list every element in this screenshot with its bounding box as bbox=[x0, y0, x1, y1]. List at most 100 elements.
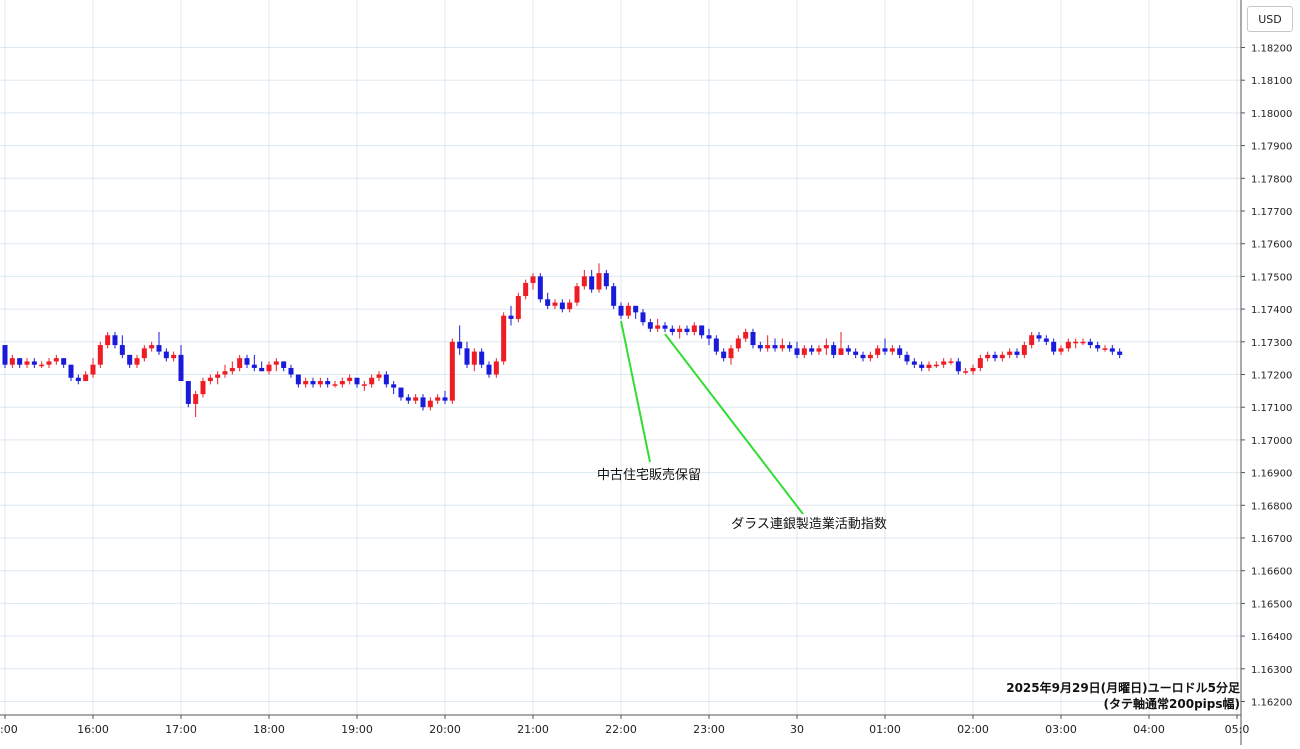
candle bbox=[237, 354, 243, 372]
candle bbox=[508, 305, 514, 326]
currency-label: USD bbox=[1258, 12, 1282, 26]
candle bbox=[647, 318, 653, 332]
candle-body bbox=[24, 361, 30, 365]
candle bbox=[1109, 345, 1115, 355]
candle bbox=[559, 299, 565, 313]
candle bbox=[178, 345, 184, 382]
candle-body bbox=[699, 325, 705, 336]
candle bbox=[464, 341, 470, 368]
candle bbox=[838, 331, 844, 355]
y-tick-label: 1.16700 bbox=[1251, 534, 1292, 545]
candle bbox=[985, 351, 991, 362]
x-axis: :00 16:00 17:00 18:00 19:00 20:00 21:00 22:00 23… bbox=[0, 715, 1249, 736]
candle bbox=[897, 345, 903, 359]
candle bbox=[1058, 345, 1064, 355]
annotation-line bbox=[664, 333, 804, 515]
candle-body bbox=[1058, 348, 1064, 352]
candle bbox=[662, 322, 668, 332]
candle bbox=[677, 325, 683, 339]
candle bbox=[794, 341, 800, 359]
candle bbox=[860, 351, 866, 362]
candle-body bbox=[691, 325, 697, 332]
y-tick-label: 1.17700 bbox=[1251, 207, 1292, 218]
candle-body bbox=[860, 354, 866, 359]
candle bbox=[845, 345, 851, 355]
candle-body bbox=[545, 299, 551, 306]
candle-body bbox=[83, 374, 89, 382]
candle bbox=[1051, 338, 1057, 355]
candle-body bbox=[75, 377, 81, 382]
y-tick-label: 1.17500 bbox=[1251, 272, 1292, 283]
candle bbox=[765, 335, 771, 352]
candles bbox=[2, 263, 1123, 418]
candle-body bbox=[684, 328, 690, 332]
candle bbox=[545, 292, 551, 310]
candle bbox=[919, 361, 925, 372]
candle-body bbox=[875, 348, 881, 355]
candle bbox=[809, 345, 815, 355]
candle bbox=[941, 358, 947, 368]
candle-body bbox=[941, 361, 947, 365]
candle-body bbox=[141, 348, 147, 359]
candle bbox=[127, 354, 133, 368]
candle-body bbox=[911, 361, 917, 365]
candle bbox=[750, 328, 756, 349]
candle bbox=[1065, 338, 1071, 352]
candle bbox=[288, 364, 294, 378]
currency-selector[interactable]: USD bbox=[1247, 6, 1293, 32]
candle bbox=[39, 361, 45, 368]
candle bbox=[889, 345, 895, 355]
candle-body bbox=[948, 361, 954, 363]
candle bbox=[339, 377, 345, 388]
candle bbox=[574, 282, 580, 306]
y-tick-label: 1.16500 bbox=[1251, 599, 1292, 610]
candle-body bbox=[215, 374, 221, 378]
candle bbox=[420, 394, 426, 411]
candle bbox=[1043, 335, 1049, 346]
candle-body bbox=[68, 364, 74, 378]
candle-body bbox=[185, 381, 191, 404]
candle-body bbox=[171, 354, 177, 359]
candle bbox=[655, 318, 661, 332]
candle bbox=[83, 371, 89, 382]
candle bbox=[442, 390, 448, 404]
candle bbox=[413, 394, 419, 404]
candle bbox=[816, 345, 822, 355]
candle bbox=[721, 348, 727, 362]
candle bbox=[787, 341, 793, 352]
candle-body bbox=[449, 341, 455, 401]
y-tick-label: 1.17600 bbox=[1251, 240, 1292, 251]
candle bbox=[875, 345, 881, 359]
candle bbox=[618, 302, 624, 319]
candle bbox=[398, 387, 404, 401]
candle-body bbox=[457, 341, 463, 349]
y-tick-label: 1.16400 bbox=[1251, 632, 1292, 643]
candle-body bbox=[897, 348, 903, 355]
candle-body bbox=[354, 377, 360, 385]
candle bbox=[435, 394, 441, 404]
y-tick-label: 1.18100 bbox=[1251, 76, 1292, 87]
candle-body bbox=[163, 351, 169, 359]
candle-body bbox=[347, 377, 353, 382]
candle bbox=[383, 371, 389, 388]
candle-body bbox=[735, 338, 741, 349]
candle-body bbox=[310, 381, 316, 385]
candle bbox=[486, 361, 492, 378]
candle-body bbox=[97, 345, 103, 365]
candle bbox=[134, 354, 140, 368]
candle-body bbox=[794, 348, 800, 355]
candle bbox=[149, 341, 155, 352]
y-tick-label: 1.16200 bbox=[1251, 698, 1292, 709]
candle-body bbox=[757, 345, 763, 349]
candle-body bbox=[581, 276, 587, 287]
candle bbox=[523, 279, 529, 300]
candle bbox=[68, 364, 74, 382]
candle-body bbox=[515, 296, 521, 319]
candle-body bbox=[31, 361, 37, 365]
candle bbox=[53, 354, 59, 365]
candle-body bbox=[273, 361, 279, 365]
candle-body bbox=[376, 374, 382, 378]
candle-body bbox=[1065, 341, 1071, 349]
candle-body bbox=[413, 397, 419, 401]
candle bbox=[515, 292, 521, 323]
